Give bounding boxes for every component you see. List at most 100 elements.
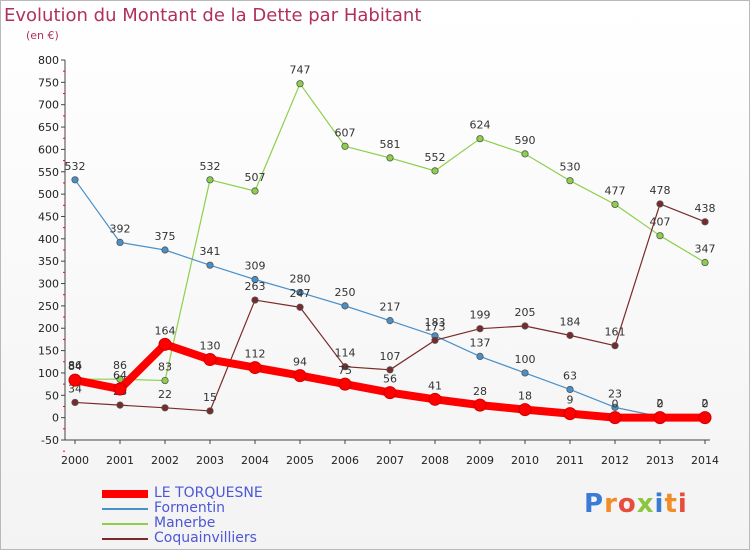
data-point-manerbe <box>386 154 394 162</box>
y-tick-label: 150 <box>38 345 59 358</box>
data-point-le-torquesne <box>698 411 712 425</box>
data-point-manerbe <box>611 200 619 208</box>
data-label-formentin: 217 <box>380 301 401 314</box>
data-label-coquainvilliers: 205 <box>515 306 536 319</box>
data-point-formentin <box>476 352 484 360</box>
data-point-coquainvilliers <box>341 363 349 371</box>
legend-item-formentin: Formentin <box>102 501 263 516</box>
data-label-le-torquesne: 0 <box>612 398 619 411</box>
y-tick-label: 700 <box>38 99 59 112</box>
x-tick-label: 2001 <box>106 454 134 467</box>
data-label-le-torquesne: 9 <box>567 394 574 407</box>
data-point-le-torquesne <box>473 398 487 412</box>
y-tick-label: 250 <box>38 300 59 313</box>
data-point-manerbe <box>476 135 484 143</box>
data-point-manerbe <box>656 232 664 240</box>
data-point-formentin <box>566 385 574 394</box>
legend-swatch-manerbe <box>102 522 148 525</box>
data-label-coquainvilliers: 107 <box>380 350 401 363</box>
legend-item-manerbe: Manerbe <box>102 516 263 531</box>
data-label-coquainvilliers: 184 <box>560 315 581 328</box>
data-label-le-torquesne: 130 <box>200 340 221 353</box>
data-point-le-torquesne <box>383 386 397 400</box>
data-label-le-torquesne: 41 <box>428 379 442 392</box>
data-point-coquainvilliers <box>521 322 529 330</box>
data-point-le-torquesne <box>158 337 172 351</box>
data-point-formentin <box>206 261 214 269</box>
legend-label-formentin: Formentin <box>154 500 226 516</box>
data-point-manerbe <box>521 150 529 158</box>
data-point-manerbe <box>341 142 349 150</box>
data-point-coquainvilliers <box>656 200 664 208</box>
data-label-formentin: 250 <box>335 286 356 299</box>
data-point-formentin <box>341 302 349 310</box>
data-point-manerbe <box>206 176 214 184</box>
data-label-coquainvilliers: 173 <box>425 320 446 333</box>
data-label-manerbe: 624 <box>470 119 491 132</box>
data-point-coquainvilliers <box>116 401 124 409</box>
data-point-formentin <box>161 246 169 254</box>
data-point-le-torquesne <box>518 403 532 417</box>
data-label-manerbe: 747 <box>290 64 311 77</box>
x-tick-label: 2004 <box>241 454 269 467</box>
y-tick-label: -50 <box>41 434 59 447</box>
data-label-formentin: 2 <box>657 397 664 410</box>
data-label-coquainvilliers: 263 <box>245 280 266 293</box>
x-tick-label: 2012 <box>601 454 629 467</box>
data-label-le-torquesne: 64 <box>113 369 127 382</box>
data-point-coquainvilliers <box>251 296 259 304</box>
legend: LE TORQUESNE Formentin Manerbe Coquainvi… <box>102 486 263 546</box>
y-tick-label: 400 <box>38 233 59 246</box>
data-point-le-torquesne <box>608 411 622 425</box>
data-point-le-torquesne <box>428 392 442 406</box>
data-label-formentin: 23 <box>608 387 622 400</box>
data-point-manerbe <box>701 258 709 267</box>
data-point-coquainvilliers <box>611 342 619 350</box>
data-point-formentin <box>611 403 619 411</box>
y-tick-label: 600 <box>38 143 59 156</box>
data-label-manerbe: 532 <box>200 160 221 173</box>
data-label-manerbe: 477 <box>605 184 626 197</box>
chart-title: Evolution du Montant de la Dette par Hab… <box>4 5 422 26</box>
data-label-coquainvilliers: 34 <box>68 382 82 395</box>
data-point-coquainvilliers <box>476 325 484 333</box>
legend-label-coquainvilliers: Coquainvilliers <box>154 530 257 546</box>
data-label-manerbe: 83 <box>158 361 172 374</box>
data-label-le-torquesne: 18 <box>518 390 532 403</box>
data-point-manerbe <box>161 376 169 385</box>
data-point-manerbe <box>431 167 439 175</box>
data-point-le-torquesne <box>113 382 127 396</box>
data-point-coquainvilliers <box>296 303 304 311</box>
y-tick-label: 650 <box>38 121 59 134</box>
data-label-formentin: 341 <box>200 245 221 258</box>
y-tick-label: 200 <box>38 322 59 335</box>
data-label-coquainvilliers: 114 <box>335 347 356 360</box>
data-point-le-torquesne <box>563 407 577 421</box>
legend-label-le-torquesne: LE TORQUESNE <box>154 485 263 501</box>
x-tick-label: 2003 <box>196 454 224 467</box>
data-label-le-torquesne: 0 <box>657 398 664 411</box>
data-label-coquainvilliers: 247 <box>290 287 311 300</box>
data-label-formentin: 532 <box>65 160 86 173</box>
data-point-formentin <box>296 288 304 297</box>
data-point-manerbe <box>251 187 259 195</box>
data-label-formentin: 100 <box>515 353 536 366</box>
data-point-formentin <box>386 317 394 325</box>
y-tick-label: 450 <box>38 210 59 223</box>
data-label-formentin: 375 <box>155 230 176 243</box>
data-label-manerbe: 347 <box>695 243 716 256</box>
data-label-manerbe: 507 <box>245 171 266 184</box>
y-tick-label: 100 <box>38 367 59 380</box>
data-label-formentin: 280 <box>290 272 311 285</box>
data-label-manerbe: 86 <box>68 359 82 372</box>
data-point-coquainvilliers <box>566 331 574 339</box>
chart-subtitle: (en €) <box>26 29 59 42</box>
data-point-coquainvilliers <box>206 407 214 415</box>
data-label-le-torquesne: 94 <box>293 356 307 369</box>
data-point-le-torquesne <box>653 411 667 425</box>
data-point-coquainvilliers <box>701 218 709 226</box>
y-tick-label: 350 <box>38 255 59 268</box>
y-tick-label: 500 <box>38 188 59 201</box>
data-label-manerbe: 86 <box>113 359 127 372</box>
